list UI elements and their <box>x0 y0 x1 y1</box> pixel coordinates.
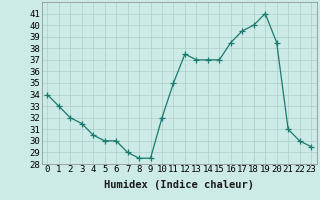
X-axis label: Humidex (Indice chaleur): Humidex (Indice chaleur) <box>104 180 254 190</box>
